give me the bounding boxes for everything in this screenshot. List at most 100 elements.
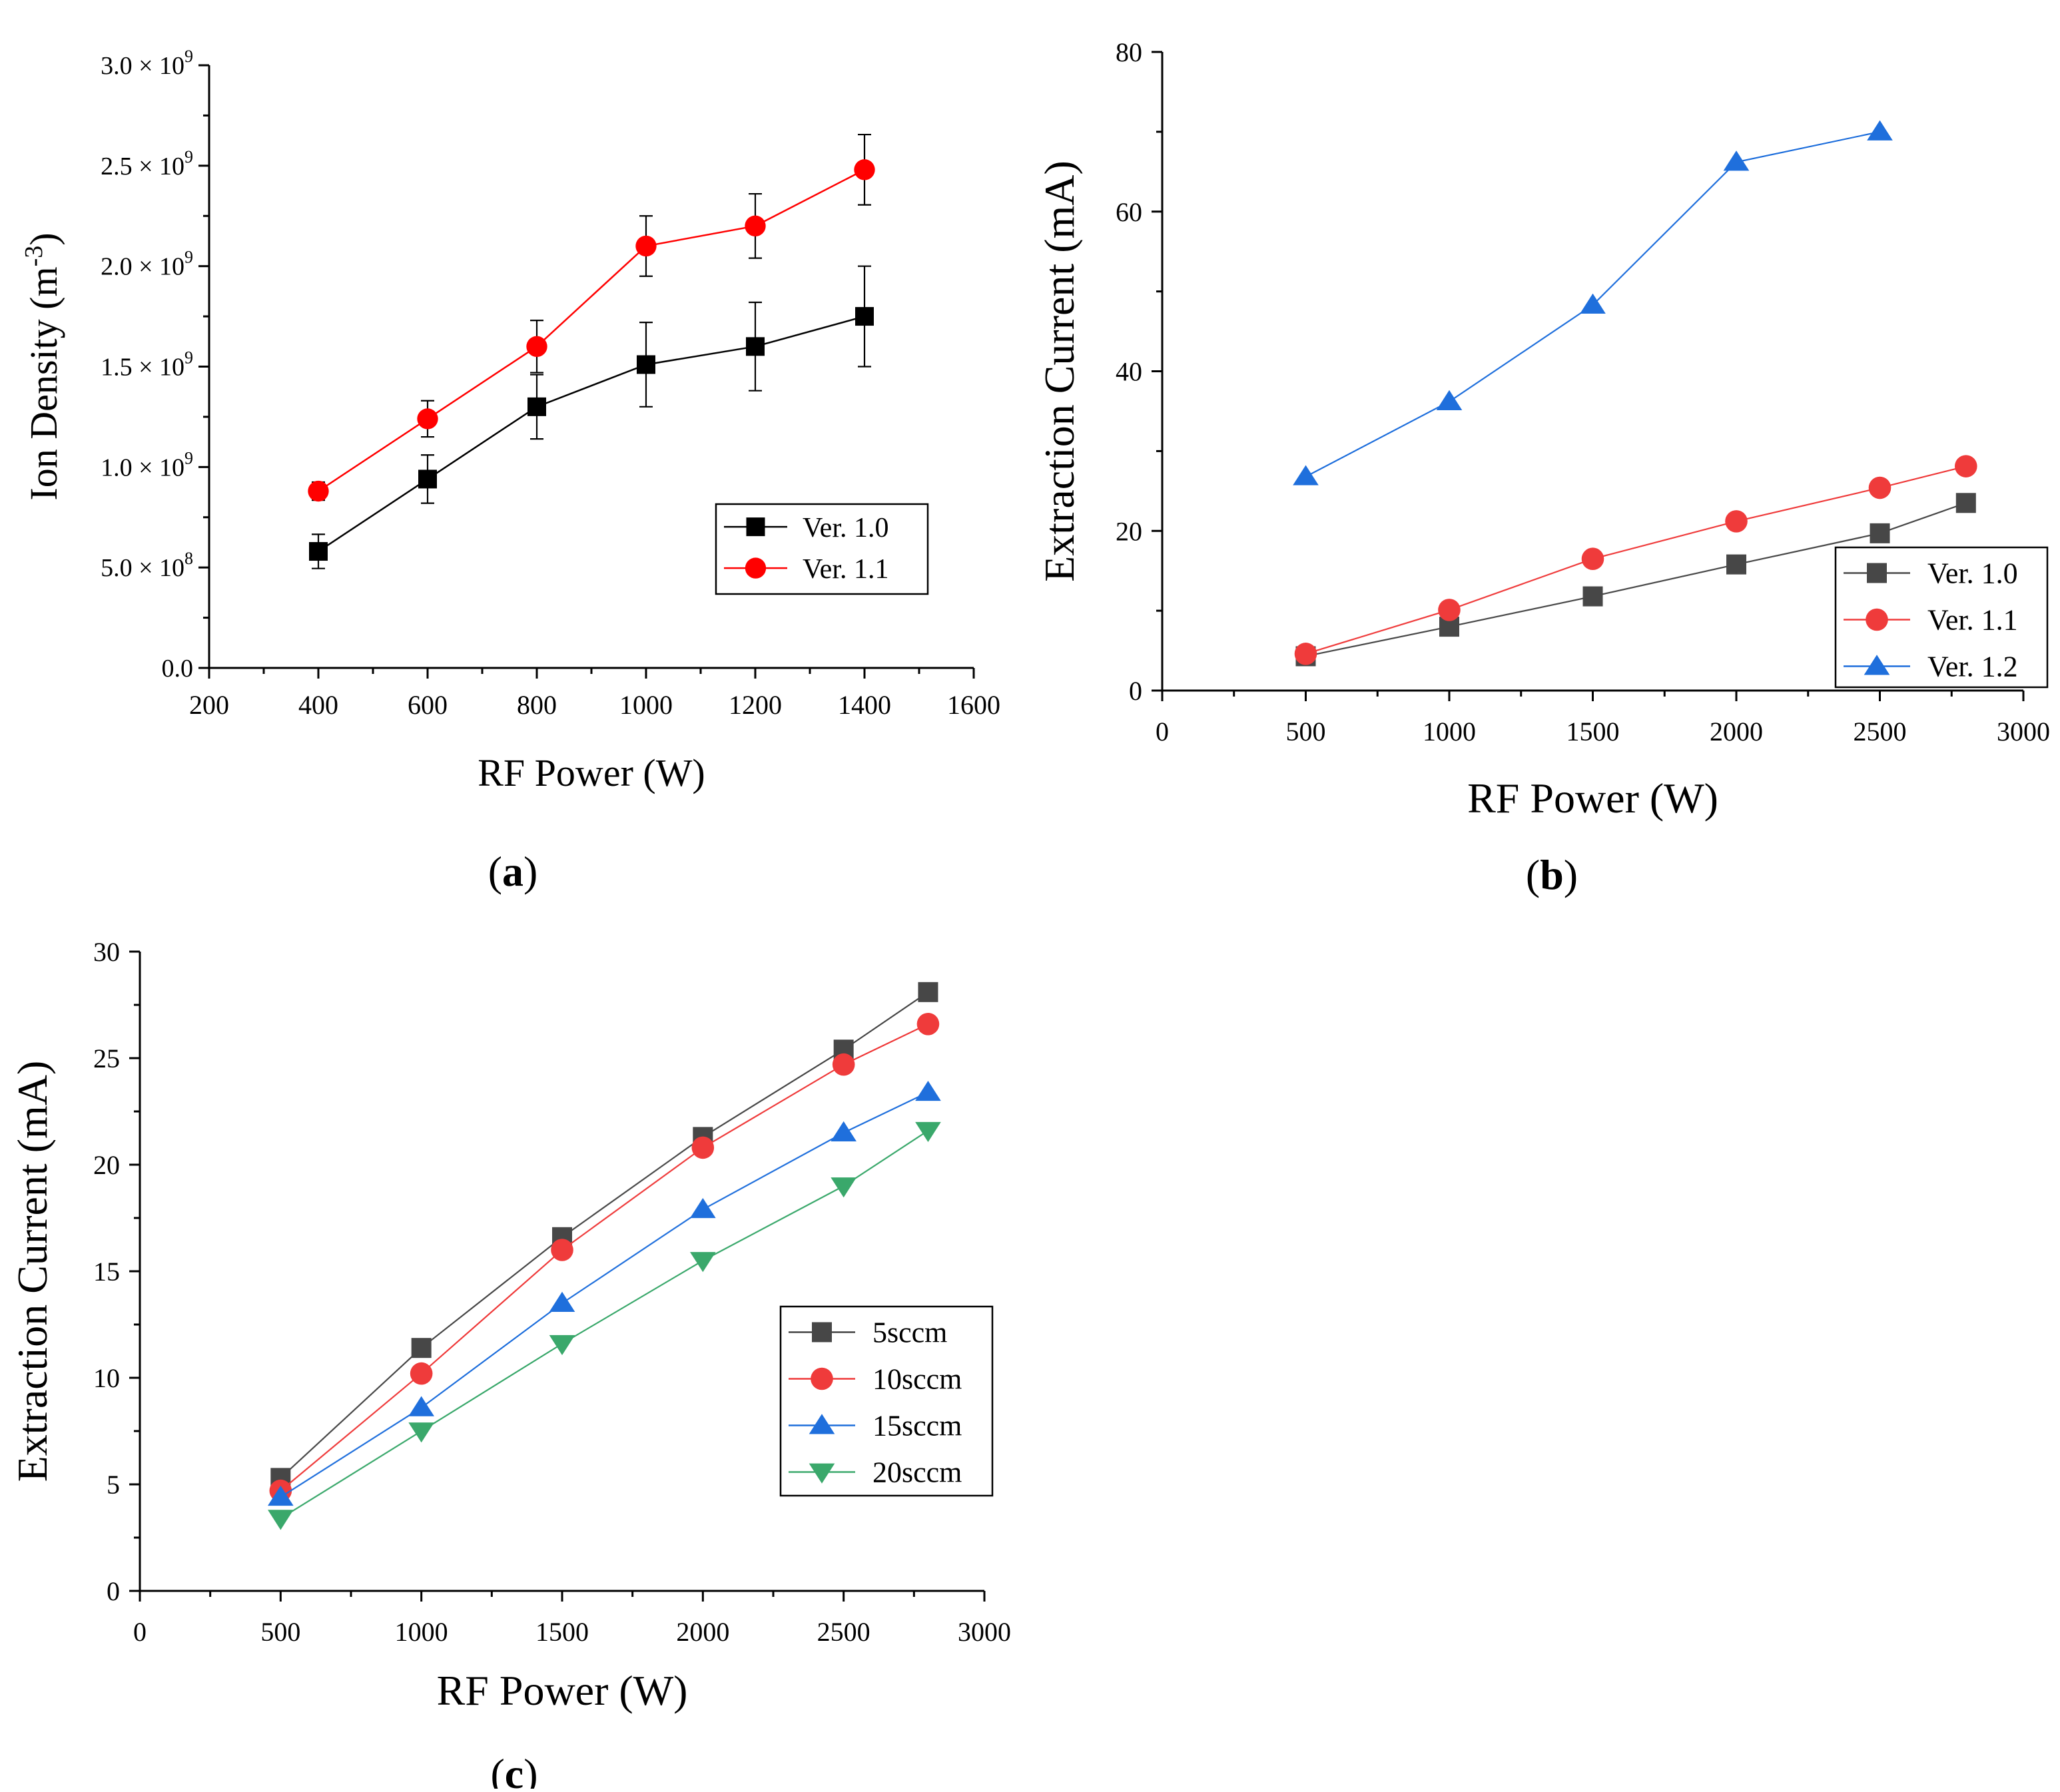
x-tick-label: 500	[260, 1617, 300, 1647]
x-tick-label: 3000	[958, 1617, 1011, 1647]
data-point	[746, 337, 765, 356]
x-tick-label: 1000	[395, 1617, 448, 1647]
x-tick-label: 1000	[1423, 717, 1476, 747]
data-point	[408, 1422, 434, 1443]
legend-label: 15sccm	[872, 1410, 962, 1442]
x-tick-label: 2000	[676, 1617, 729, 1647]
x-axis-title: RF Power (W)	[1467, 774, 1718, 822]
data-point	[1723, 150, 1750, 171]
chart-panel-a: 200 400 600 800 1000 1200 1400 1600 0.0 5.0 × 108…	[20, 47, 1000, 895]
legend-marker	[809, 1414, 835, 1434]
data-point	[1725, 510, 1748, 533]
data-point	[526, 336, 547, 358]
y-tick-label: 2.5 × 109	[101, 147, 193, 180]
y-tick-label: 60	[1116, 197, 1142, 227]
data-point	[1867, 120, 1893, 141]
chart-panel-b: 0 500 1000 1500 2000 2500 3000 0 20 40 60 80 RF Powe…	[1036, 37, 2050, 898]
x-axis-title: RF Power (W)	[478, 751, 705, 794]
x-tick-label: 1400	[838, 690, 891, 720]
y-tick-label: 30	[93, 937, 120, 967]
data-point	[690, 1197, 716, 1219]
data-point	[915, 1121, 941, 1143]
data-point	[551, 1239, 573, 1261]
y-tick-label: 5.0 × 108	[101, 549, 193, 582]
legend-marker	[745, 557, 767, 579]
y-tick-label: 20	[93, 1150, 120, 1180]
panel-label-close: )	[523, 1750, 537, 1789]
data-point	[745, 215, 766, 237]
data-point	[1955, 493, 1976, 513]
series-line	[280, 1091, 928, 1498]
panel-label: (c)	[490, 1750, 537, 1789]
data-point	[410, 1362, 433, 1385]
y-tick-label: 20	[1116, 516, 1142, 546]
y-tick-label-exponent: 9	[184, 348, 193, 368]
legend-marker	[811, 1367, 833, 1390]
legend-marker	[1867, 563, 1887, 583]
series-line	[318, 168, 865, 492]
series-line	[318, 315, 865, 553]
data-point	[1436, 390, 1463, 410]
legend-label: 10sccm	[872, 1363, 962, 1396]
series-20sccm	[268, 1121, 941, 1530]
data-point	[308, 480, 329, 502]
data-point	[1438, 599, 1461, 621]
y-tick-label: 5	[107, 1470, 120, 1500]
panel-label-letter: b	[1540, 851, 1564, 898]
x-tick-label: 500	[1286, 717, 1326, 747]
x-tick-label: 600	[408, 690, 448, 720]
y-tick-label-exponent: 9	[184, 47, 193, 66]
y-axis-title: Extraction Current (mA)	[9, 1061, 56, 1482]
data-point	[1294, 643, 1317, 665]
data-point	[1870, 523, 1890, 543]
y-tick-label-mantissa: 2.0 × 10	[101, 253, 184, 281]
y-tick-label: 0.0	[162, 655, 194, 683]
x-axis-title: RF Power (W)	[437, 1667, 688, 1714]
y-tick-label-exponent: 8	[184, 549, 193, 568]
data-point	[309, 542, 328, 561]
data-point	[549, 1291, 575, 1312]
y-tick-label-exponent: 9	[184, 147, 193, 166]
panel-label-letter: c	[505, 1750, 523, 1789]
x-tick-label: 200	[189, 690, 229, 720]
y-tick-label: 25	[93, 1044, 120, 1073]
series-line	[280, 1023, 928, 1492]
series-line	[1305, 502, 1967, 657]
legend-label: Ver. 1.2	[1927, 651, 2018, 683]
y-tick-label: 0	[1129, 676, 1142, 706]
legend-marker	[809, 1463, 835, 1484]
data-point	[549, 1335, 575, 1356]
data-point	[268, 1485, 294, 1506]
x-tick-label: 2500	[1854, 717, 1907, 747]
y-tick-label-exponent: 9	[184, 248, 193, 267]
y-axis-title-close: )	[22, 232, 65, 245]
y-tick-label: 1.0 × 109	[101, 448, 193, 481]
y-tick-label: 2.0 × 109	[101, 248, 193, 281]
x-tick-label: 1500	[535, 1617, 589, 1647]
x-tick-label: 800	[517, 690, 557, 720]
data-point	[1726, 554, 1746, 575]
x-tick-label: 1200	[729, 690, 782, 720]
panel-label-open: (	[490, 1750, 504, 1789]
series-ver-1-0	[309, 265, 874, 569]
data-point	[831, 1177, 857, 1198]
data-point	[855, 307, 874, 326]
data-point	[1580, 293, 1606, 314]
data-point	[417, 408, 438, 430]
data-point	[854, 159, 875, 180]
data-point	[418, 469, 437, 489]
data-point	[1955, 455, 1977, 477]
series-ver-1-1	[308, 133, 875, 502]
data-point	[635, 235, 657, 257]
y-tick-label-mantissa: 1.5 × 10	[101, 354, 184, 382]
panel-label-open: (	[488, 848, 502, 895]
panel-label-letter: a	[502, 848, 523, 895]
data-point	[915, 1080, 941, 1101]
data-point	[268, 1510, 294, 1530]
y-tick-label-mantissa: 2.5 × 10	[101, 152, 184, 180]
data-point	[916, 1013, 940, 1036]
data-point	[1868, 476, 1891, 499]
y-tick-label: 1.5 × 109	[101, 348, 193, 382]
